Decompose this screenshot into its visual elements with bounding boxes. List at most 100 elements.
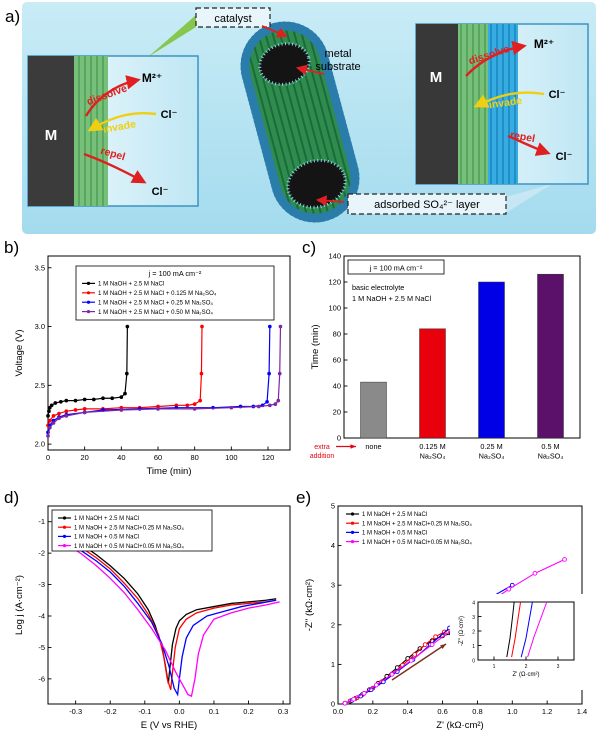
bar-3 (537, 273, 564, 439)
invade-arrow (87, 111, 157, 132)
adsorbed-layer-callout-box (347, 193, 507, 215)
series-marker (277, 371, 282, 376)
chloride-label: Cl⁻ (152, 186, 169, 198)
y-tick-label: 3 (472, 615, 475, 621)
legend-label: 1 M NaOH + 2.5 M NaCl + 0.25 M Na₂SO₄ (98, 299, 213, 306)
series-marker (412, 652, 418, 657)
series-marker (124, 371, 129, 376)
series-marker (82, 406, 87, 411)
plot-annotation: j = 100 mA cm⁻² (148, 269, 202, 278)
series-marker (429, 642, 435, 647)
y-tick-label: 3.0 (35, 322, 45, 331)
legend-marker-dot (86, 310, 91, 314)
x-category-label: Na₂SO₄ (538, 452, 564, 461)
repel-label: repel (509, 129, 536, 145)
legend-marker-dot (350, 512, 355, 516)
legend-label: 1 M NaOH + 2.5 M NaCl + 0.50 M Na₂SO₄ (98, 309, 213, 316)
zoom-wedge-left (148, 15, 196, 57)
panel-label-b: b) (4, 238, 20, 257)
series-marker (47, 418, 52, 423)
legend-marker-dot (62, 544, 67, 548)
chloride-label: Cl⁻ (556, 151, 573, 163)
y-tick-label: 60 (333, 356, 341, 365)
dissolve-arrow (465, 40, 527, 77)
series-line (58, 538, 280, 698)
y-tick-label: 80 (333, 330, 341, 339)
series-marker (82, 410, 87, 415)
plot-frame (47, 255, 291, 451)
catalyst-arrow (261, 25, 288, 38)
invade-label: invade (102, 118, 137, 136)
plot-annotation: 1 M NaOH + 2.5 M NaCl (352, 294, 432, 303)
y-tick-label: -1 (38, 517, 45, 526)
series-marker (82, 397, 87, 402)
series-marker (422, 642, 428, 647)
x-tick-label: 0.4 (402, 707, 412, 716)
y-tick-label: 0 (337, 434, 341, 443)
series-marker (110, 396, 115, 401)
y-tick-label: -2 (38, 549, 45, 558)
chloride-label: Cl⁻ (161, 109, 178, 121)
series-marker (256, 404, 261, 409)
y-tick-label: -3 (38, 580, 45, 589)
series-line (47, 326, 271, 433)
metal-substrate-arrow (295, 64, 325, 76)
series-marker (73, 408, 78, 412)
legend-marker-dot (86, 281, 91, 285)
y-axis-label: Time (min) (310, 324, 321, 369)
y-tick-label: 40 (333, 382, 341, 391)
series-marker (192, 402, 197, 406)
y-tick-label: 4 (331, 541, 335, 550)
series-marker (351, 696, 357, 702)
series-marker (64, 409, 69, 414)
bar-1 (419, 328, 446, 439)
x-tick-label: -0.2 (104, 707, 117, 716)
x-tick-label: 0 (46, 453, 50, 462)
x-axis-label: E (V vs RHE) (141, 720, 197, 731)
series-marker (342, 700, 348, 706)
series-marker (408, 658, 414, 663)
x-tick-label: -0.1 (138, 707, 151, 716)
series-marker (64, 398, 69, 403)
chloride-label: Cl⁻ (549, 89, 566, 101)
chronopotentiometry-chart: 0 20 40 60 80 100 120 2.0 2.5 3.0 3.5 Time (min) Vol… (14, 255, 291, 477)
metal-ion-label: M²⁺ (534, 37, 554, 51)
y-tick-label: 5 (331, 502, 335, 511)
y-tick-label: 120 (328, 278, 341, 287)
series-marker (58, 399, 63, 404)
series-marker (123, 391, 127, 396)
y-axis-label: -Z'' (Ω·cm²) (459, 616, 465, 646)
y-axis-label: -Z'' (kΩ·cm²) (304, 579, 315, 631)
plot-annotation: basic electrolyte (352, 283, 404, 292)
y-tick-label: 140 (328, 252, 341, 261)
series-marker (506, 586, 512, 592)
x-tick-label: 0.2 (243, 707, 253, 716)
x-category-label: none (365, 442, 381, 451)
x-tick-label: 0.2 (368, 707, 378, 716)
bar-0 (360, 381, 387, 439)
series-marker (47, 425, 52, 430)
series-line (47, 326, 282, 437)
legend-label: 1 M NaOH + 0.5 M NaCl+0.05 M Na₂SO₄ (74, 544, 184, 550)
x-axis-label: Time (min) (146, 466, 191, 477)
x-tick-label: 80 (190, 453, 198, 462)
metal-ion-label: M²⁺ (142, 71, 162, 85)
series-marker (156, 406, 160, 411)
dissolve-arrow (84, 75, 141, 117)
metal-symbol: M (430, 69, 443, 86)
x-category-label: 0.25 M (480, 442, 502, 451)
x-tick-label: 20 (80, 453, 88, 462)
series-marker (198, 398, 203, 403)
series-marker (73, 398, 78, 403)
bar-2 (478, 281, 505, 439)
series-marker (47, 409, 51, 414)
y-tick-label: -5 (38, 643, 45, 652)
legend-marker-dot (62, 516, 67, 520)
series-marker (276, 398, 281, 403)
legend-label: 1 M NaOH + 0.5 M NaCl (362, 531, 427, 537)
right-inset: M dissolve M²⁺ invade Cl⁻ repel Cl⁻ (415, 23, 589, 185)
panel-a-diagram: a) catalyst metal substrate adsorbed SO₄… (5, 2, 596, 234)
legend-marker-dot (62, 534, 67, 538)
legend-box (75, 265, 275, 321)
nyquist-plot-chart: 0.0 0.2 0.4 0.6 0.8 1.0 1.2 1.4 0 1 2 3 4 5 Z' (kΩ·cm²… (304, 502, 588, 731)
